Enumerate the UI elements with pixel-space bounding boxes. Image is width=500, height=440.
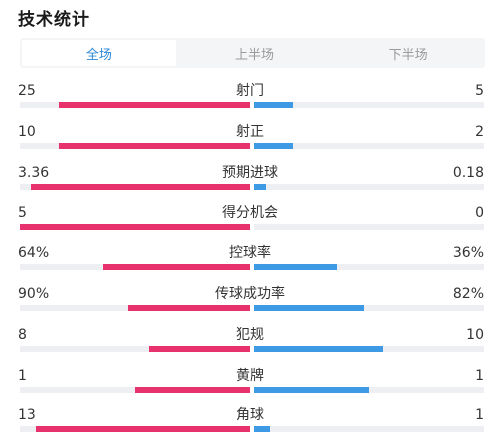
tab-first-half[interactable]: 上半场: [235, 47, 275, 63]
home-bar: [149, 346, 250, 352]
home-bar-track: [20, 346, 250, 352]
period-tabs: 全场 上半场 下半场: [20, 38, 485, 68]
stat-away-value: 10: [466, 327, 484, 343]
away-bar-track: [254, 346, 484, 352]
home-bar: [59, 143, 250, 149]
stat-home-value: 90%: [18, 286, 50, 302]
stat-row: 64% 控球率 36%: [0, 245, 500, 275]
home-bar: [36, 426, 250, 432]
stat-away-value: 5: [475, 83, 484, 99]
stat-home-value: 8: [18, 327, 27, 343]
stat-away-value: 1: [475, 407, 484, 423]
stat-away-value: 0: [475, 205, 484, 221]
stat-row: 90% 传球成功率 82%: [0, 286, 500, 316]
stat-row: 13 角球 1: [0, 407, 500, 437]
home-bar: [20, 224, 250, 230]
stat-home-value: 5: [18, 205, 27, 221]
away-bar: [254, 346, 383, 352]
home-bar: [59, 102, 250, 108]
away-bar: [254, 102, 293, 108]
stat-row: 1 黄牌 1: [0, 368, 500, 398]
home-bar-track: [20, 264, 250, 270]
page-title: 技术统计: [18, 10, 90, 30]
stat-away-value: 1: [475, 368, 484, 384]
away-bar-track: [254, 305, 484, 311]
away-bar-track: [254, 184, 484, 190]
home-bar: [31, 184, 250, 190]
stat-row: 25 射门 5: [0, 83, 500, 113]
stat-home-value: 1: [18, 368, 27, 384]
stat-label: 预期进球: [222, 165, 278, 181]
stat-home-value: 13: [18, 407, 36, 423]
away-bar: [254, 387, 369, 393]
away-bar-track: [254, 224, 484, 230]
away-bar-track: [254, 426, 484, 432]
stat-row: 10 射正 2: [0, 124, 500, 154]
home-bar-track: [20, 224, 250, 230]
home-bar: [103, 264, 250, 270]
away-bar: [254, 184, 266, 190]
away-bar: [254, 264, 337, 270]
stat-label: 犯规: [236, 327, 264, 343]
home-bar-track: [20, 426, 250, 432]
home-bar-track: [20, 387, 250, 393]
stat-away-value: 36%: [452, 245, 484, 261]
stat-home-value: 10: [18, 124, 36, 140]
away-bar-track: [254, 143, 484, 149]
tab-second-half[interactable]: 下半场: [388, 47, 428, 63]
home-bar-track: [20, 143, 250, 149]
stat-row: 5 得分机会 0: [0, 205, 500, 235]
stat-label: 角球: [236, 407, 264, 423]
away-bar-track: [254, 102, 484, 108]
away-bar-track: [254, 264, 484, 270]
stat-label: 射正: [236, 124, 264, 140]
stat-label: 得分机会: [222, 205, 278, 221]
home-bar: [128, 305, 250, 311]
home-bar: [135, 387, 250, 393]
stat-home-value: 3.36: [18, 165, 50, 181]
stat-away-value: 0.18: [452, 165, 484, 181]
stat-home-value: 25: [18, 83, 36, 99]
stat-away-value: 2: [475, 124, 484, 140]
stat-away-value: 82%: [452, 286, 484, 302]
away-bar: [254, 426, 270, 432]
stat-label: 传球成功率: [215, 286, 285, 302]
stat-row: 8 犯规 10: [0, 327, 500, 357]
away-bar: [254, 143, 293, 149]
tab-full-match[interactable]: 全场: [22, 40, 176, 66]
stat-label: 控球率: [229, 245, 271, 261]
stat-label: 黄牌: [236, 368, 264, 384]
home-bar-track: [20, 184, 250, 190]
home-bar-track: [20, 102, 250, 108]
stat-label: 射门: [236, 83, 264, 99]
home-bar-track: [20, 305, 250, 311]
stat-home-value: 64%: [18, 245, 50, 261]
away-bar: [254, 305, 364, 311]
stat-row: 3.36 预期进球 0.18: [0, 165, 500, 195]
away-bar-track: [254, 387, 484, 393]
